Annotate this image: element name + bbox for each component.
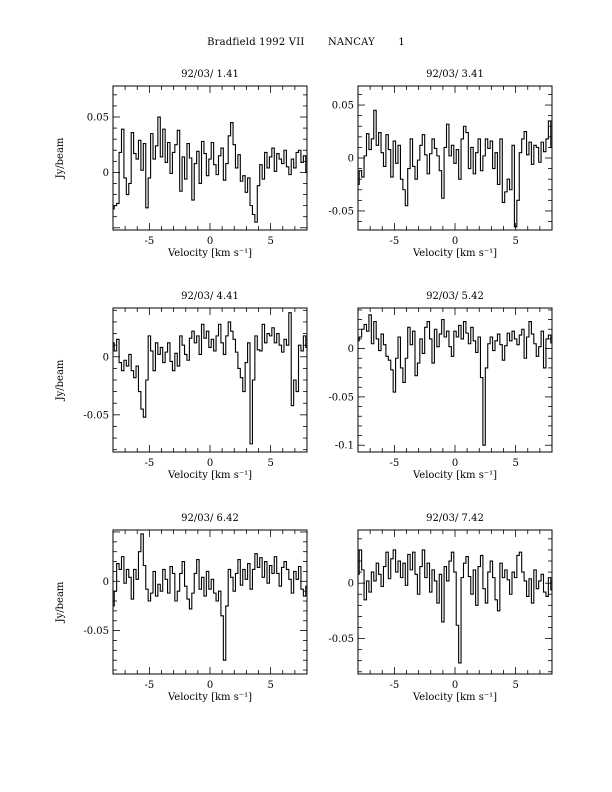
x-tick-label: 5 xyxy=(267,680,273,691)
x-tick-label: -5 xyxy=(390,680,400,691)
x-tick-label: -5 xyxy=(390,458,400,469)
y-tick-label: 0.05 xyxy=(332,101,354,112)
y-tick-label: 0 xyxy=(348,154,354,165)
panel-title: 92/03/ 1.41 xyxy=(181,69,239,80)
page-number: 1 xyxy=(398,37,405,48)
spectrum-trace xyxy=(358,109,552,228)
y-tick-label: 0.05 xyxy=(87,113,109,124)
x-tick-label: 0 xyxy=(452,236,458,247)
spectrum-trace xyxy=(113,116,307,223)
panel-title: 92/03/ 5.42 xyxy=(426,291,484,302)
x-axis-label: Velocity [km s⁻¹] xyxy=(412,248,497,259)
x-axis-label: Velocity [km s⁻¹] xyxy=(167,248,252,259)
panel-title: 92/03/ 7.42 xyxy=(426,513,484,524)
observatory-name: NANCAY xyxy=(327,37,375,48)
y-tick-label: -0.05 xyxy=(328,206,354,217)
object-name: Bradfield 1992 VII xyxy=(207,37,305,48)
plot-frame xyxy=(112,307,308,453)
panel-title: 92/03/ 3.41 xyxy=(426,69,484,80)
y-tick-label: 0 xyxy=(103,168,109,179)
x-tick-label: 0 xyxy=(452,680,458,691)
spectrum-trace xyxy=(113,533,307,661)
spectrum-trace xyxy=(358,549,552,664)
panel-title: 92/03/ 6.42 xyxy=(181,513,239,524)
panel-title: 92/03/ 4.41 xyxy=(181,291,239,302)
spectrum-panel-1: 92/03/ 1.41 -5 0 5 0 0.05 Velocity [km s⁻¹] Jy/… xyxy=(55,69,308,259)
x-axis-label: Velocity [km s⁻¹] xyxy=(412,692,497,703)
x-tick-label: 5 xyxy=(512,680,518,691)
plot-frame xyxy=(357,529,553,675)
y-tick-label: -0.1 xyxy=(335,441,354,452)
spectrum-trace xyxy=(358,314,552,446)
y-tick-label: 0 xyxy=(103,577,109,588)
x-tick-label: 0 xyxy=(207,236,213,247)
x-tick-label: 0 xyxy=(207,458,213,469)
plot-frame xyxy=(112,85,308,231)
plot-frame xyxy=(112,529,308,675)
plot-frame xyxy=(357,85,553,231)
x-tick-label: 0 xyxy=(452,458,458,469)
x-axis-label: Velocity [km s⁻¹] xyxy=(167,470,252,481)
y-axis-label: Jy/beam xyxy=(55,359,66,401)
y-axis-label: Jy/beam xyxy=(55,137,66,179)
spectrum-trace xyxy=(113,312,307,445)
x-tick-label: 5 xyxy=(267,236,273,247)
y-tick-label: -0.05 xyxy=(83,410,109,421)
x-axis-label: Velocity [km s⁻¹] xyxy=(167,692,252,703)
y-axis-label: Jy/beam xyxy=(55,581,66,623)
spectrum-panel-2: 92/03/ 3.41 -5 0 5 -0.05 0 0.05 Velocity [km s⁻… xyxy=(328,69,553,259)
y-tick-label: 0 xyxy=(103,352,109,363)
x-tick-label: -5 xyxy=(390,236,400,247)
x-tick-label: -5 xyxy=(145,458,155,469)
x-tick-label: 5 xyxy=(267,458,273,469)
y-tick-label: -0.05 xyxy=(328,392,354,403)
x-tick-label: -5 xyxy=(145,236,155,247)
y-tick-label: -0.05 xyxy=(83,626,109,637)
x-tick-label: -5 xyxy=(145,680,155,691)
x-axis-label: Velocity [km s⁻¹] xyxy=(412,470,497,481)
y-tick-label: 0 xyxy=(348,344,354,355)
y-tick-label: -0.05 xyxy=(328,634,354,645)
x-tick-label: 5 xyxy=(512,458,518,469)
x-tick-label: 5 xyxy=(512,236,518,247)
y-tick-label: 0 xyxy=(348,579,354,590)
page-header: Bradfield 1992 VII NANCAY 1 xyxy=(0,37,612,48)
x-tick-label: 0 xyxy=(207,680,213,691)
